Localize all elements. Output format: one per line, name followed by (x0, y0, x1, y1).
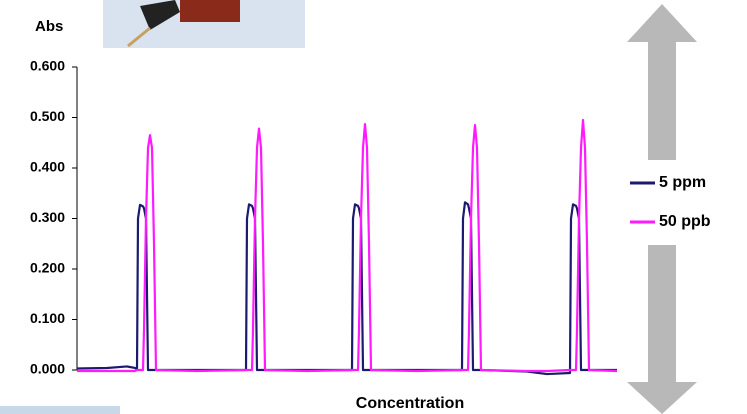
y-tick-label: 0.300 (30, 209, 65, 225)
y-axis-label: Abs (35, 18, 63, 35)
y-tick-label: 0.400 (30, 159, 65, 175)
data-line (77, 202, 617, 374)
y-tick-label: 0.200 (30, 260, 65, 276)
photo-strip (0, 406, 120, 414)
legend-label: 5 ppm (659, 174, 706, 191)
y-tick-label: 0.500 (30, 108, 65, 124)
y-tick-label: 0.000 (30, 361, 65, 377)
double-arrow (627, 4, 697, 414)
legend-label: 50 ppb (659, 213, 711, 230)
x-axis-label: Concentration (356, 395, 464, 412)
y-tick-label: 0.600 (30, 58, 65, 74)
photo (103, 0, 305, 48)
chart: Abs Concentration 0.000 0.100 0.200 0.300 0.… (0, 0, 747, 414)
y-tick-label: 0.100 (30, 310, 65, 326)
data-line (77, 120, 617, 371)
